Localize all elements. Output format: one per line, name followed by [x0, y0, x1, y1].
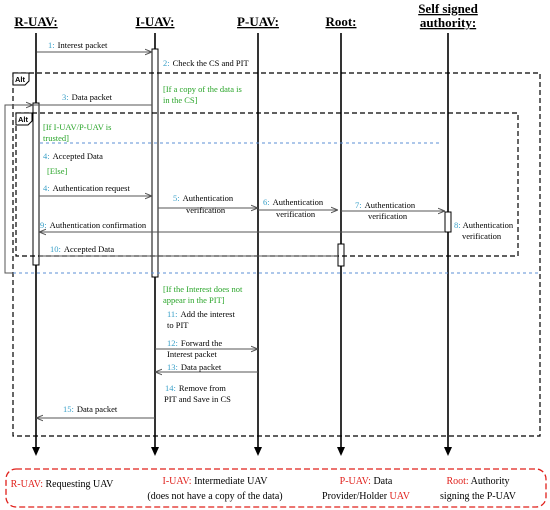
msg-6-line2: verification	[276, 209, 316, 219]
actor-i-uav: I-UAV:	[135, 14, 174, 29]
msg-13: 13: Data packet	[167, 362, 222, 372]
lifeline-ends	[32, 447, 452, 456]
activation-ssa	[444, 211, 452, 233]
cond-trusted-line2: trusted]	[43, 133, 69, 143]
msg-8-line2: verification	[462, 231, 502, 241]
msg-5-line2: verification	[186, 205, 226, 215]
msg-14-line2: PIT and Save in CS	[164, 394, 231, 404]
msg-10: 10: Accepted Data	[50, 244, 114, 254]
legend-p-uav-line1: P-UAV: Data	[340, 476, 393, 487]
legend-i-uav-line1: I-UAV: Intermediate UAV	[163, 476, 269, 487]
msg-4b: 4: Authentication request	[43, 183, 130, 193]
legend-r-uav: R-UAV: Requesting UAV	[11, 479, 115, 490]
msg-11-line2: to PIT	[167, 320, 189, 330]
alt-outer-label: Alt	[15, 75, 26, 84]
activation-boxes	[32, 48, 452, 278]
actor-ssa-line2: authority:	[420, 15, 476, 30]
msg-12-line1: 12: Forward the	[167, 338, 222, 348]
cond-copy-line2: in the CS]	[163, 95, 198, 105]
msg-7-line1: 7: Authentication	[355, 200, 416, 210]
cond-else: [Else]	[47, 166, 67, 176]
msg-1: 1: Interest packet	[48, 40, 108, 50]
msg-12-line2: Interest packet	[167, 349, 217, 359]
msg-9: 9: Authentication confirmation	[40, 220, 147, 230]
alt-inner-label: Alt	[18, 115, 29, 124]
legend-p-uav-line2: Provider/Holder UAV	[322, 491, 411, 502]
activation-r-uav	[32, 102, 40, 266]
alt-outer-tab	[12, 72, 30, 86]
cond-trusted-line1: [If I-UAV/P-UAV is	[43, 122, 111, 132]
msg-6-line1: 6: Authentication	[263, 197, 324, 207]
cond-pit-line1: [If the Interest does not	[163, 284, 243, 294]
msg-8-line1: 8: Authentication	[454, 220, 514, 230]
legend-root-line1: Root: Authority	[446, 476, 509, 487]
msg-15: 15: Data packet	[63, 404, 118, 414]
msg-7-line2: verification	[368, 211, 408, 221]
legend-box	[5, 468, 547, 508]
actor-root: Root:	[325, 14, 356, 29]
legend-root-line2: signing the P-UAV	[440, 491, 517, 502]
msg-14-line1: 14: Remove from	[165, 383, 226, 393]
cond-pit-line2: appear in the PIT]	[163, 295, 225, 305]
actor-r-uav: R-UAV:	[14, 14, 57, 29]
arrow-3-loop	[4, 104, 152, 274]
alt-inner-tab	[15, 112, 33, 126]
activation-root	[337, 243, 345, 267]
msg-3: 3: Data packet	[62, 92, 113, 102]
alt-outer-frame	[12, 72, 541, 437]
activation-i-uav	[151, 48, 159, 278]
msg-4a: 4: Accepted Data	[43, 151, 103, 161]
msg-5-line1: 5: Authentication	[173, 193, 234, 203]
cond-copy-line1: [If a copy of the data is	[163, 84, 242, 94]
msg-11-line1: 11: Add the interest	[167, 309, 235, 319]
actor-p-uav: P-UAV:	[237, 14, 279, 29]
msg-2: 2: Check the CS and PIT	[163, 58, 249, 68]
actor-ssa-line1: Self signed	[418, 1, 478, 16]
legend-i-uav-line2: (does not have a copy of the data)	[147, 491, 282, 502]
